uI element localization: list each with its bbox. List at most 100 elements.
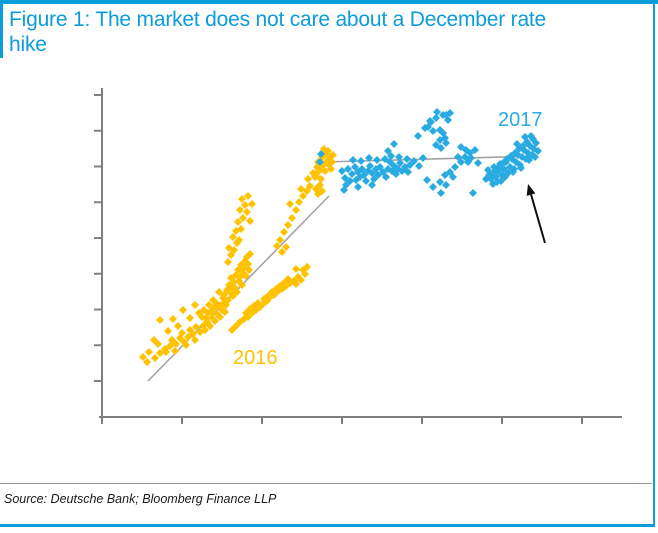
- scatter-point-2016: [241, 201, 249, 209]
- scatter-point-2016: [191, 301, 199, 309]
- scatter-point-2016: [297, 276, 305, 284]
- scatter-point-2016: [238, 195, 246, 203]
- scatter-point-2017: [513, 140, 521, 148]
- scatter-point-2016: [280, 228, 288, 236]
- scatter-point-2017: [497, 177, 505, 185]
- source-divider-rule: [0, 483, 652, 484]
- scatter-point-2017: [482, 175, 490, 183]
- scatter-point-2017: [340, 186, 348, 194]
- scatter-point-2017: [410, 157, 418, 165]
- scatter-point-2016: [282, 243, 290, 251]
- scatter-point-2017: [373, 156, 381, 164]
- scatter-point-2016: [220, 300, 228, 308]
- scatter-point-2017: [354, 183, 362, 191]
- scatter-point-2016: [216, 313, 224, 321]
- figure-title-block: Figure 1: The market does not care about…: [0, 4, 640, 58]
- scatter-point-2016: [143, 358, 151, 366]
- scatter-point-2017: [436, 136, 444, 144]
- scatter-point-2017: [436, 178, 444, 186]
- scatter-point-2016: [234, 218, 242, 226]
- scatter-point-2017: [442, 139, 450, 147]
- scatter-point-2016: [243, 208, 251, 216]
- scatter-point-2016: [317, 175, 325, 183]
- scatter-point-2017: [429, 127, 437, 135]
- scatter-point-2016: [303, 263, 311, 271]
- scatter-point-2017: [441, 171, 449, 179]
- scatter-point-2016: [288, 214, 296, 222]
- scatter-point-2017: [415, 162, 423, 170]
- scatter-point-2017: [382, 173, 390, 181]
- scatter-point-2017: [437, 189, 445, 197]
- scatter-point-2017: [433, 108, 441, 116]
- scatter-point-2016: [244, 260, 252, 268]
- scatter-point-2017: [521, 133, 529, 141]
- annotation-arrow-shaft: [530, 194, 546, 244]
- scatter-point-2016: [278, 248, 286, 256]
- scatter-point-2017: [527, 132, 535, 140]
- scatter-point-2017: [446, 109, 454, 117]
- scatter-point-2017: [509, 168, 517, 176]
- scatter-point-2017: [474, 159, 482, 167]
- scatter-point-2016: [242, 309, 250, 317]
- scatter-point-2016: [174, 322, 182, 330]
- scatter-point-2017: [384, 147, 392, 155]
- scatter-point-2017: [442, 181, 450, 189]
- scatter-point-2017: [365, 154, 373, 162]
- scatter-point-2016: [238, 281, 246, 289]
- scatter-point-2017: [437, 144, 445, 152]
- scatter-point-2017: [338, 167, 346, 175]
- scatter-point-2016: [162, 348, 170, 356]
- scatter-point-2016: [229, 233, 237, 241]
- scatter-point-2017: [467, 154, 475, 162]
- annotation-arrow-head: [526, 184, 536, 196]
- scatter-point-2016: [164, 327, 172, 335]
- scatter-point-2017: [395, 153, 403, 161]
- scatter-point-2016: [248, 200, 256, 208]
- scatter-point-2016: [191, 336, 199, 344]
- scatter-point-2016: [306, 182, 314, 190]
- scatter-point-2017: [534, 147, 542, 155]
- source-text: Source: Deutsche Bank; Bloomberg Finance…: [4, 492, 277, 506]
- scatter-point-2016: [299, 192, 307, 200]
- scatter-point-2017: [489, 180, 497, 188]
- scatter-point-2016: [169, 315, 177, 323]
- scatter-point-2016: [233, 288, 241, 296]
- scatter-point-2017: [368, 181, 376, 189]
- scatter-point-2017: [404, 168, 412, 176]
- scatter-point-2017: [366, 162, 374, 170]
- scatter-point-2016: [246, 217, 254, 225]
- scatter-point-2017: [344, 165, 352, 173]
- scatter-point-2017: [317, 150, 325, 158]
- scatter-point-2017: [414, 132, 422, 140]
- scatter-point-2016: [327, 165, 335, 173]
- scatter-point-2016: [156, 316, 164, 324]
- scatter-point-2017: [454, 153, 462, 161]
- scatter-point-2017: [390, 140, 398, 148]
- scatter-point-2016: [292, 206, 300, 214]
- scatter-point-2016: [221, 308, 229, 316]
- series-label-2016: 2016: [233, 347, 278, 369]
- scatter-point-2016: [246, 250, 254, 258]
- scatter-point-2017: [381, 155, 389, 163]
- scatter-point-2016: [250, 302, 258, 310]
- scatter-point-2016: [224, 258, 232, 266]
- top-border-rule: [0, 0, 658, 4]
- scatter-point-2017: [491, 167, 499, 175]
- scatter-point-2017: [423, 176, 431, 184]
- scatter-point-2016: [328, 158, 336, 166]
- bottom-border-rule: [0, 524, 655, 527]
- scatter-point-2017: [419, 154, 427, 162]
- scatter-point-2016: [292, 280, 300, 288]
- scatter-point-2016: [230, 246, 238, 254]
- scatter-point-2017: [349, 156, 357, 164]
- scatter-point-2016: [245, 266, 253, 274]
- scatter-point-2016: [151, 354, 159, 362]
- scatter-point-2016: [235, 236, 243, 244]
- scatter-point-2016: [192, 323, 200, 331]
- scatter-point-2016: [295, 198, 303, 206]
- scatter-point-2016: [329, 151, 337, 159]
- scatter-point-2017: [396, 159, 404, 167]
- scatter-point-2016: [309, 169, 317, 177]
- scatter-point-2016: [273, 242, 281, 250]
